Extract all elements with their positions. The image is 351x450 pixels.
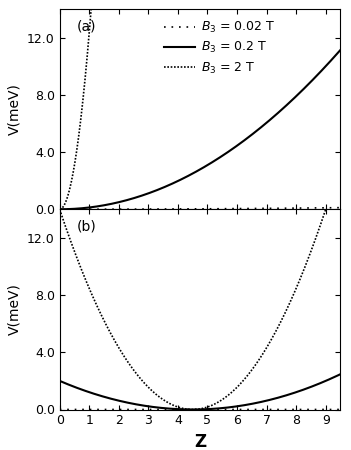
Legend: $B_3$ = 0.02 T, $B_3$ = 0.2 T, $B_3$ = 2 T: $B_3$ = 0.02 T, $B_3$ = 0.2 T, $B_3$ = 2… <box>159 15 280 81</box>
X-axis label: Z: Z <box>194 433 206 450</box>
Y-axis label: V(meV): V(meV) <box>7 83 21 135</box>
Text: (a): (a) <box>77 19 96 33</box>
Text: (b): (b) <box>77 219 96 233</box>
Y-axis label: V(meV): V(meV) <box>7 284 21 335</box>
